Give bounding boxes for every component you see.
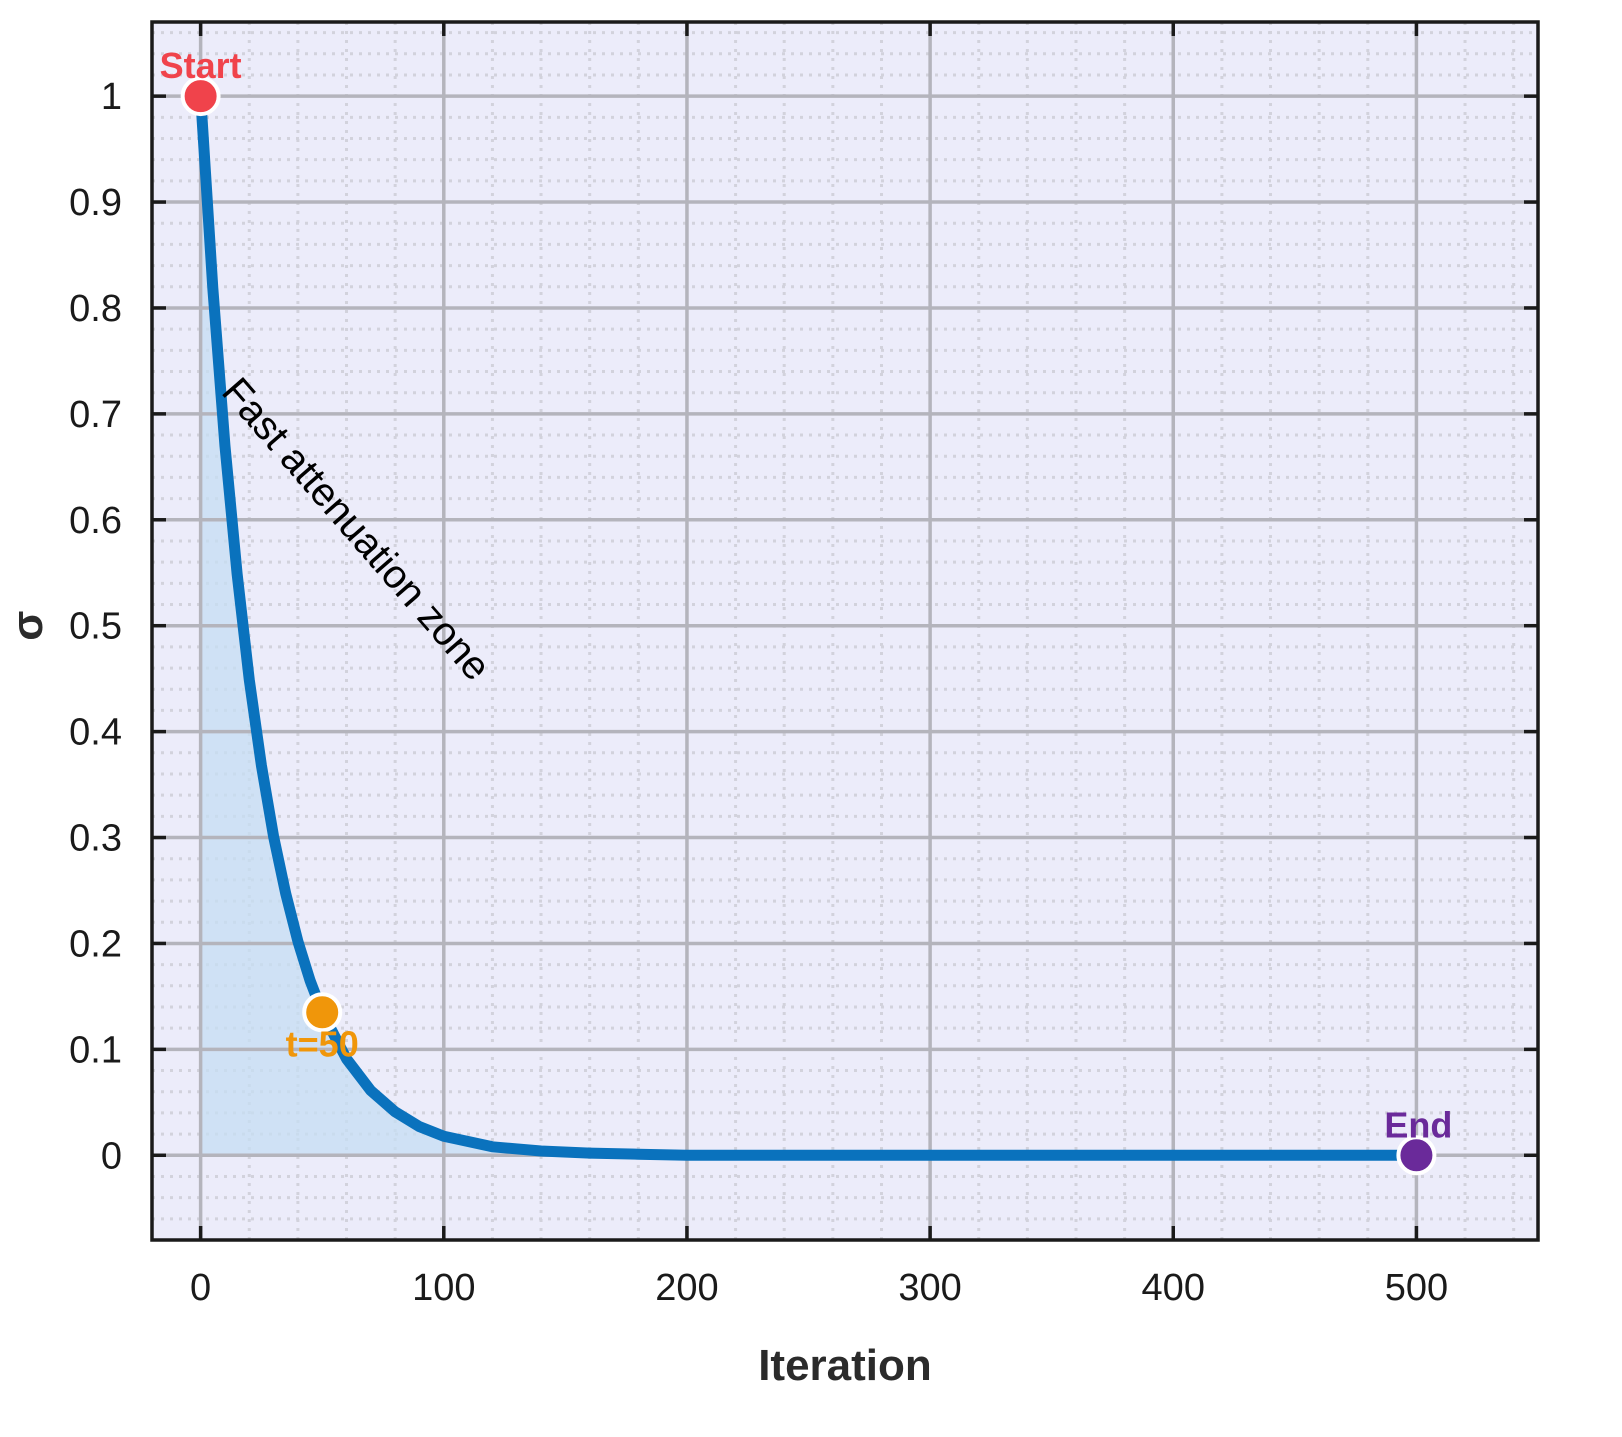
x-tick-label: 500 xyxy=(1385,1267,1448,1309)
x-tick-label: 300 xyxy=(898,1267,961,1309)
y-tick-label: 0.4 xyxy=(69,712,122,754)
y-tick-label: 0.5 xyxy=(69,606,122,648)
y-tick-label: 0.1 xyxy=(69,1029,122,1071)
x-tick-labels: 0 100 200 300 400 500 xyxy=(190,1267,1448,1309)
plot-area xyxy=(152,22,1538,1240)
x-tick-label: 200 xyxy=(655,1267,718,1309)
axis-ticks xyxy=(152,22,1538,1240)
y-tick-label: 0.2 xyxy=(69,923,122,965)
y-tick-label: 0.3 xyxy=(69,818,122,860)
marker-point xyxy=(302,992,343,1033)
y-tick-label: 0.9 xyxy=(69,182,122,224)
y-tick-label: 0.8 xyxy=(69,288,122,330)
minor-grid xyxy=(152,22,1538,1240)
series-line xyxy=(195,90,1422,1161)
y-tick-label: 1 xyxy=(101,76,122,118)
y-tick-label: 0.7 xyxy=(69,394,122,436)
x-axis-label: Iteration xyxy=(758,1341,932,1390)
markers: Start t=50 End xyxy=(160,45,1452,1176)
marker-label: Start xyxy=(160,45,242,86)
x-tick-label: 400 xyxy=(1142,1267,1205,1309)
y-axis-label: σ xyxy=(3,611,52,641)
marker-label: End xyxy=(1384,1104,1452,1145)
plot-frame xyxy=(150,20,1540,1242)
marker-point xyxy=(180,76,221,117)
x-tick-label: 100 xyxy=(412,1267,475,1309)
y-tick-label: 0 xyxy=(101,1135,122,1177)
y-tick-label: 0.6 xyxy=(69,500,122,542)
marker-point xyxy=(1396,1135,1437,1176)
marker-label: t=50 xyxy=(286,1023,359,1064)
y-tick-labels: 0 0.1 0.2 0.3 0.4 0.5 0.6 0.7 0.8 0.9 1 xyxy=(69,76,122,1177)
x-tick-label: 0 xyxy=(190,1267,211,1309)
